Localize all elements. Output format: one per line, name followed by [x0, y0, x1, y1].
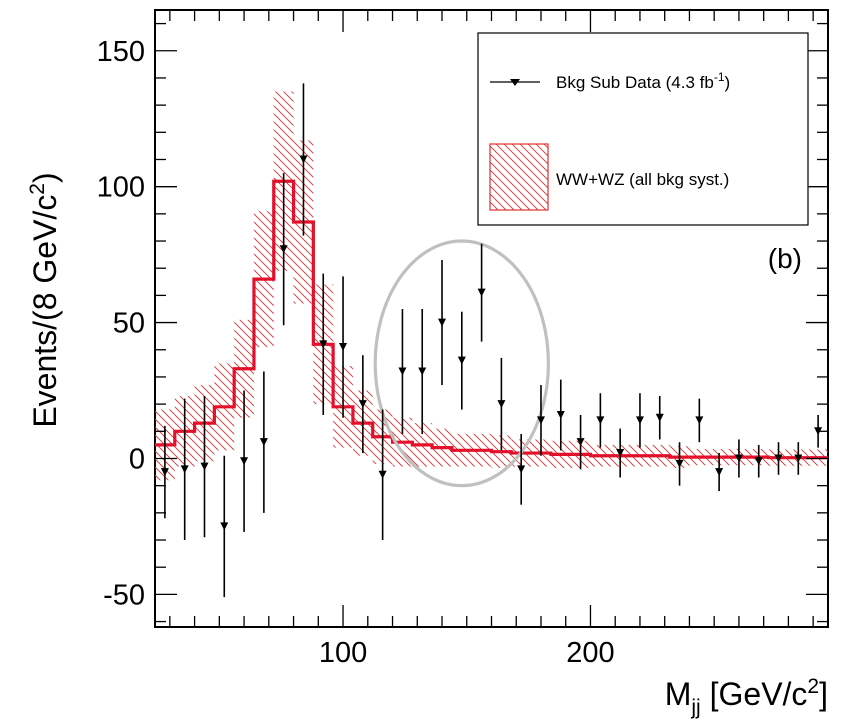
- data-point: [635, 393, 644, 448]
- x-tick-labels: 100 200: [319, 637, 615, 669]
- y-tick-label: 50: [113, 308, 145, 340]
- data-marker: [497, 400, 506, 409]
- annotation-ellipse: [373, 239, 551, 488]
- x-tick-label: 100: [319, 637, 367, 669]
- data-marker: [616, 449, 625, 458]
- y-tick-label: -50: [103, 579, 145, 611]
- y-axis-title-close: ): [27, 172, 63, 183]
- data-point: [457, 311, 466, 410]
- data-marker: [635, 416, 644, 425]
- data-point: [497, 357, 506, 451]
- legend-entry-data: Bkg Sub Data (4.3 fb-1): [490, 70, 730, 92]
- y-axis-title-sup: 2: [26, 183, 49, 195]
- data-marker: [596, 416, 605, 425]
- data-point: [160, 425, 169, 519]
- data-point: [794, 442, 803, 475]
- legend: Bkg Sub Data (4.3 fb-1) WW+WZ (all bkg s…: [477, 32, 809, 226]
- legend-entry-model: WW+WZ (all bkg syst.): [489, 143, 729, 211]
- legend-label-data: Bkg Sub Data (4.3 fb-1): [556, 70, 730, 92]
- data-marker: [655, 413, 664, 422]
- data-marker: [319, 340, 328, 349]
- data-point: [339, 276, 348, 418]
- data-point: [220, 455, 229, 598]
- data-marker: [715, 468, 724, 477]
- data-marker: [160, 468, 169, 477]
- data-marker: [378, 470, 387, 479]
- data-point: [378, 409, 387, 541]
- data-marker: [477, 288, 486, 297]
- data-point: [734, 439, 743, 478]
- histogram-layer: [155, 179, 828, 460]
- data-point: [438, 260, 447, 386]
- x-axis-title: Mjj [GeV/c2]: [665, 675, 828, 719]
- data-point: [398, 308, 407, 435]
- data-point: [655, 395, 664, 440]
- panel-label: (b): [768, 243, 802, 274]
- data-marker: [794, 454, 803, 463]
- data-marker: [358, 400, 367, 409]
- data-marker: [754, 457, 763, 466]
- data-point: [279, 173, 288, 326]
- x-axis-title-m: M: [665, 676, 692, 712]
- x-axis-title-unit: [GeV/c: [701, 676, 808, 712]
- data-marker: [734, 454, 743, 463]
- x-axis-title-sup: 2: [807, 675, 819, 698]
- histogram-line: [155, 179, 828, 460]
- data-point: [754, 444, 763, 478]
- data-point: [418, 308, 427, 435]
- y-axis-title: Events/(8 GeV/c2): [26, 172, 63, 427]
- data-marker: [675, 459, 684, 468]
- data-marker: [279, 245, 288, 254]
- data-marker: [398, 367, 407, 376]
- data-point: [299, 83, 308, 236]
- data-point: [675, 442, 684, 486]
- y-tick-label: 100: [97, 172, 145, 204]
- data-point: [319, 273, 328, 415]
- data-point: [774, 442, 783, 475]
- annotation-layer: [373, 239, 551, 488]
- data-point: [536, 385, 545, 456]
- data-marker: [576, 438, 585, 447]
- data-marker: [774, 454, 783, 463]
- data-marker: [299, 155, 308, 164]
- x-axis-title-sub: jj: [690, 696, 700, 719]
- data-marker: [517, 465, 526, 474]
- data-point: [477, 243, 486, 342]
- data-marker: [438, 318, 447, 327]
- data-point: [200, 395, 209, 538]
- data-point: [576, 414, 585, 470]
- data-point: [240, 390, 249, 532]
- data-marker: [180, 465, 189, 474]
- x-axis-title-close: ]: [819, 676, 828, 712]
- data-marker: [556, 410, 565, 419]
- data-point: [180, 398, 189, 541]
- axis-ticks: [155, 10, 828, 627]
- data-point: [358, 355, 367, 454]
- data-marker: [536, 416, 545, 425]
- data-marker: [457, 356, 466, 365]
- data-marker: [695, 416, 704, 425]
- data-point: [517, 434, 526, 505]
- data-marker: [339, 343, 348, 352]
- data-point: [259, 371, 268, 513]
- data-marker: [240, 457, 249, 466]
- y-tick-label: 0: [129, 443, 145, 475]
- data-marker: [259, 438, 268, 447]
- data-marker: [418, 367, 427, 376]
- data-points-layer: [160, 83, 823, 598]
- legend-label-model: WW+WZ (all bkg syst.): [556, 170, 729, 189]
- data-point: [556, 379, 565, 451]
- data-marker: [220, 522, 229, 531]
- y-axis-title-main: Events/(8 GeV/c: [27, 195, 63, 428]
- data-point: [715, 453, 724, 492]
- x-tick-label: 200: [566, 637, 614, 669]
- data-point: [596, 393, 605, 448]
- y-tick-label: 150: [97, 36, 145, 68]
- data-marker: [200, 462, 209, 471]
- y-tick-labels: -50 0 50 100 150: [97, 36, 145, 612]
- data-point: [616, 428, 625, 478]
- data-point: [695, 398, 704, 443]
- legend-swatch-hatched: [489, 143, 549, 211]
